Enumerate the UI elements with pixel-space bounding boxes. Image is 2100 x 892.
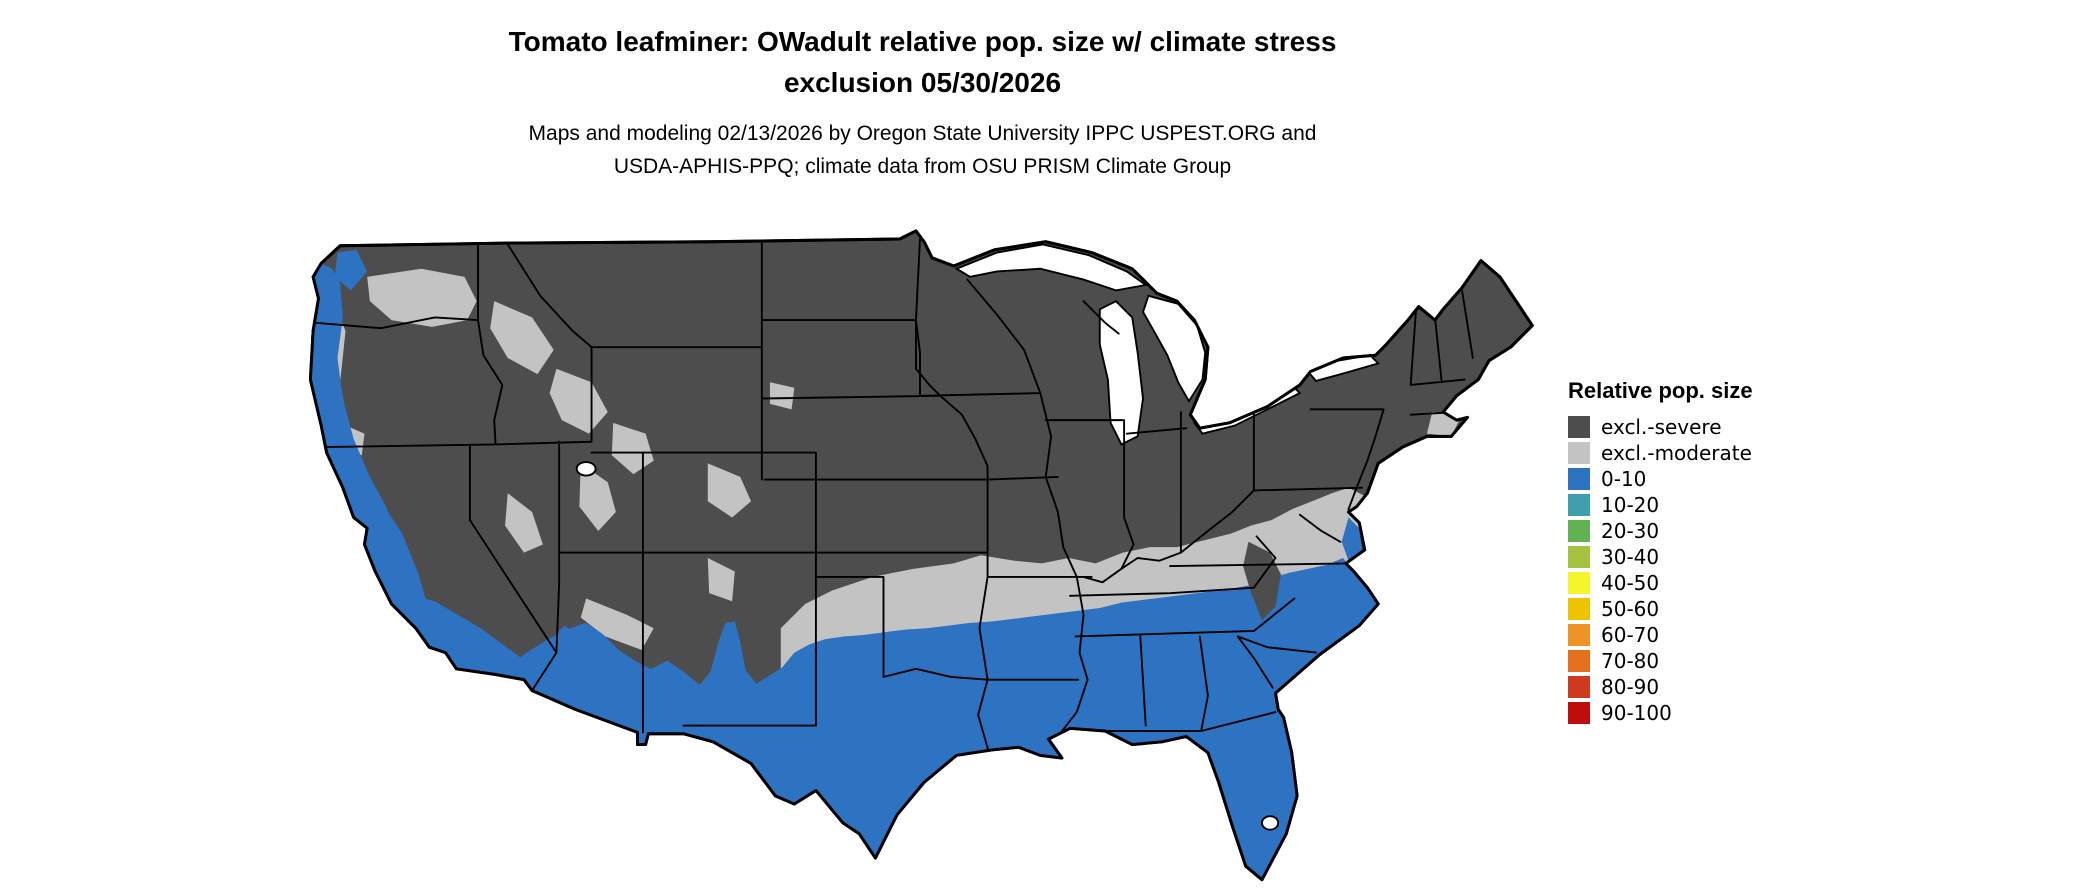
legend-label: 10-20: [1601, 493, 1660, 517]
legend-item-0-10: 0-10: [1568, 466, 1828, 492]
legend-item-10-20: 10-20: [1568, 492, 1828, 518]
legend-swatch: [1568, 520, 1590, 542]
legend-swatch: [1568, 572, 1590, 594]
legend-title: Relative pop. size: [1568, 378, 1753, 403]
legend-swatch: [1568, 676, 1590, 698]
legend-swatch: [1568, 468, 1590, 490]
lake-superior: [954, 243, 1149, 292]
figure-title: Tomato leafminer: OWadult relative pop. …: [0, 22, 1845, 103]
legend-label: 80-90: [1601, 675, 1660, 699]
legend-item-90-100: 90-100: [1568, 700, 1828, 726]
map-area: [305, 222, 1535, 892]
legend-label: 0-10: [1601, 467, 1647, 491]
legend-label: excl.-moderate: [1601, 441, 1752, 465]
legend-item-40-50: 40-50: [1568, 570, 1828, 596]
legend-label: 40-50: [1601, 571, 1660, 595]
legend-label: 30-40: [1601, 545, 1660, 569]
title-line-2: exclusion 05/30/2026: [783, 66, 1062, 98]
legend-label: 20-30: [1601, 519, 1660, 543]
region-appalachian-severe: [1243, 541, 1281, 621]
legend-item-excl-moderate: excl.-moderate: [1568, 440, 1828, 466]
legend-label: 60-70: [1601, 623, 1660, 647]
legend-swatch: [1568, 494, 1590, 516]
legend-label: 50-60: [1601, 597, 1660, 621]
legend-swatch: [1568, 702, 1590, 724]
lake-okeechobee: [1261, 815, 1280, 831]
legend-item-80-90: 80-90: [1568, 674, 1828, 700]
subtitle-line-2: USDA-APHIS-PPQ; climate data from OSU PR…: [613, 154, 1232, 178]
legend: Relative pop. size excl.-severe excl.-mod…: [1568, 378, 1828, 726]
legend-item-50-60: 50-60: [1568, 596, 1828, 622]
legend-item-30-40: 30-40: [1568, 544, 1828, 570]
title-line-1: Tomato leafminer: OWadult relative pop. …: [508, 26, 1337, 57]
state-borders: [312, 238, 1474, 754]
legend-swatch: [1568, 546, 1590, 568]
great-salt-lake: [575, 461, 597, 477]
legend-label: 70-80: [1601, 649, 1660, 673]
legend-swatch: [1568, 442, 1590, 464]
us-outline: [308, 229, 1534, 882]
legend-item-60-70: 60-70: [1568, 622, 1828, 648]
legend-swatch: [1568, 416, 1590, 438]
legend-swatch: [1568, 650, 1590, 672]
legend-items: excl.-severe excl.-moderate 0-10 10-20 20-30…: [1568, 414, 1828, 726]
us-map: [308, 229, 1534, 882]
legend-label: 90-100: [1601, 701, 1672, 725]
region-pop-0-10: [310, 249, 1379, 880]
legend-swatch: [1568, 624, 1590, 646]
legend-item-excl-severe: excl.-severe: [1568, 414, 1828, 440]
legend-swatch: [1568, 598, 1590, 620]
legend-item-20-30: 20-30: [1568, 518, 1828, 544]
lake-michigan: [1098, 300, 1144, 446]
subtitle-line-1: Maps and modeling 02/13/2026 by Oregon S…: [528, 122, 1317, 145]
figure-subtitle: Maps and modeling 02/13/2026 by Oregon S…: [0, 118, 1845, 183]
legend-item-70-80: 70-80: [1568, 648, 1828, 674]
legend-label: excl.-severe: [1601, 415, 1722, 439]
